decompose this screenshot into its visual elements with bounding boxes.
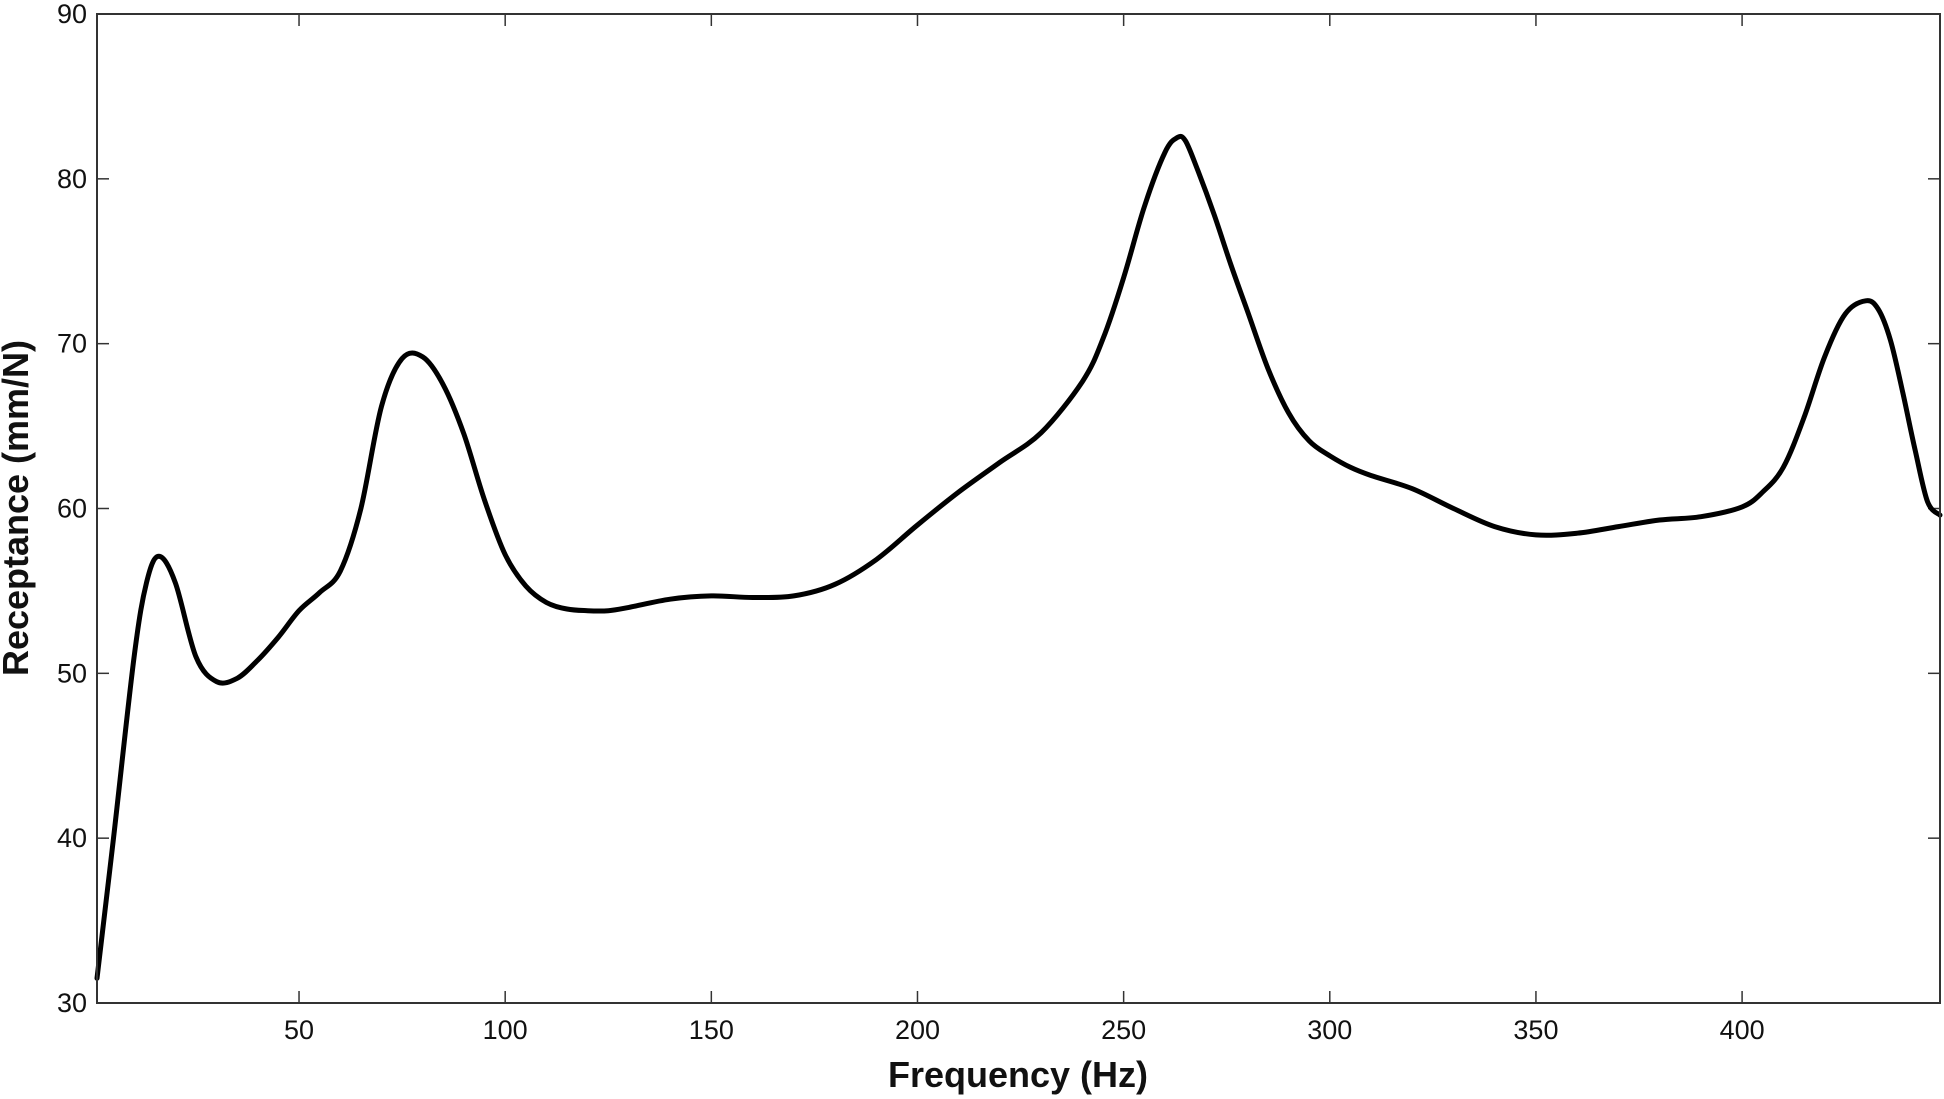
- x-tick-label: 50: [284, 1015, 314, 1045]
- y-tick-label: 40: [57, 823, 87, 853]
- x-axis-title: Frequency (Hz): [888, 1054, 1148, 1095]
- y-tick-label: 80: [57, 164, 87, 194]
- plot-background: [97, 14, 1940, 1003]
- x-tick-label: 400: [1720, 1015, 1765, 1045]
- x-tick-label: 150: [689, 1015, 734, 1045]
- y-tick-label: 90: [57, 0, 87, 29]
- x-tick-label: 100: [483, 1015, 528, 1045]
- x-tick-label: 250: [1101, 1015, 1146, 1045]
- x-tick-label: 200: [895, 1015, 940, 1045]
- plot-frame: [96, 13, 1941, 1004]
- y-tick-label: 50: [57, 658, 87, 688]
- receptance-series-line: [94, 133, 1943, 981]
- y-tick-label: 70: [57, 329, 87, 359]
- x-tick-label: 300: [1307, 1015, 1352, 1045]
- x-tick-label: 350: [1513, 1015, 1558, 1045]
- axis-tick-labels: 50 100 150 200 250 300 350 400 30 40 50 60 70 80 90: [57, 0, 1765, 1045]
- y-tick-label: 60: [57, 494, 87, 524]
- y-tick-label: 30: [57, 988, 87, 1018]
- y-axis-title: Receptance (mm/N): [0, 340, 36, 676]
